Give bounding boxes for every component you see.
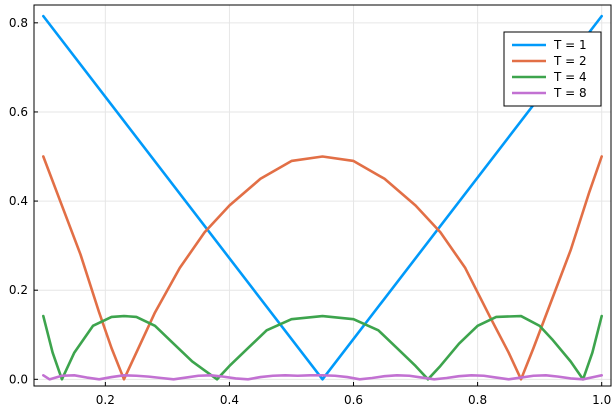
plot-frame (33, 4, 612, 387)
series-lines (42, 14, 603, 381)
series-line-2 (42, 155, 603, 381)
x-tick-label: 0.4 (220, 393, 239, 407)
legend-label: T = 8 (553, 86, 587, 100)
x-tick-label: 1.0 (592, 393, 611, 407)
x-tick-label: 0.6 (344, 393, 363, 407)
axis-ticks: 0.2 0.4 0.6 0.8 1.0 0.0 0.2 0.4 0.6 0.8 (9, 16, 611, 407)
series-line-1 (42, 14, 603, 381)
legend-label: T = 2 (553, 54, 587, 68)
x-tick-label: 0.8 (468, 393, 487, 407)
y-tick-label: 0.8 (9, 16, 28, 30)
x-tick-label: 0.2 (96, 393, 115, 407)
series-line-3 (42, 314, 603, 381)
y-tick-label: 0.0 (9, 372, 28, 386)
y-tick-label: 0.6 (9, 105, 28, 119)
y-tick-label: 0.4 (9, 194, 28, 208)
legend: T = 1 T = 2 T = 4 T = 8 (503, 31, 602, 107)
legend-label: T = 1 (553, 38, 587, 52)
legend-label: T = 4 (553, 70, 587, 84)
y-tick-label: 0.2 (9, 283, 28, 297)
series-line-4 (42, 374, 603, 381)
